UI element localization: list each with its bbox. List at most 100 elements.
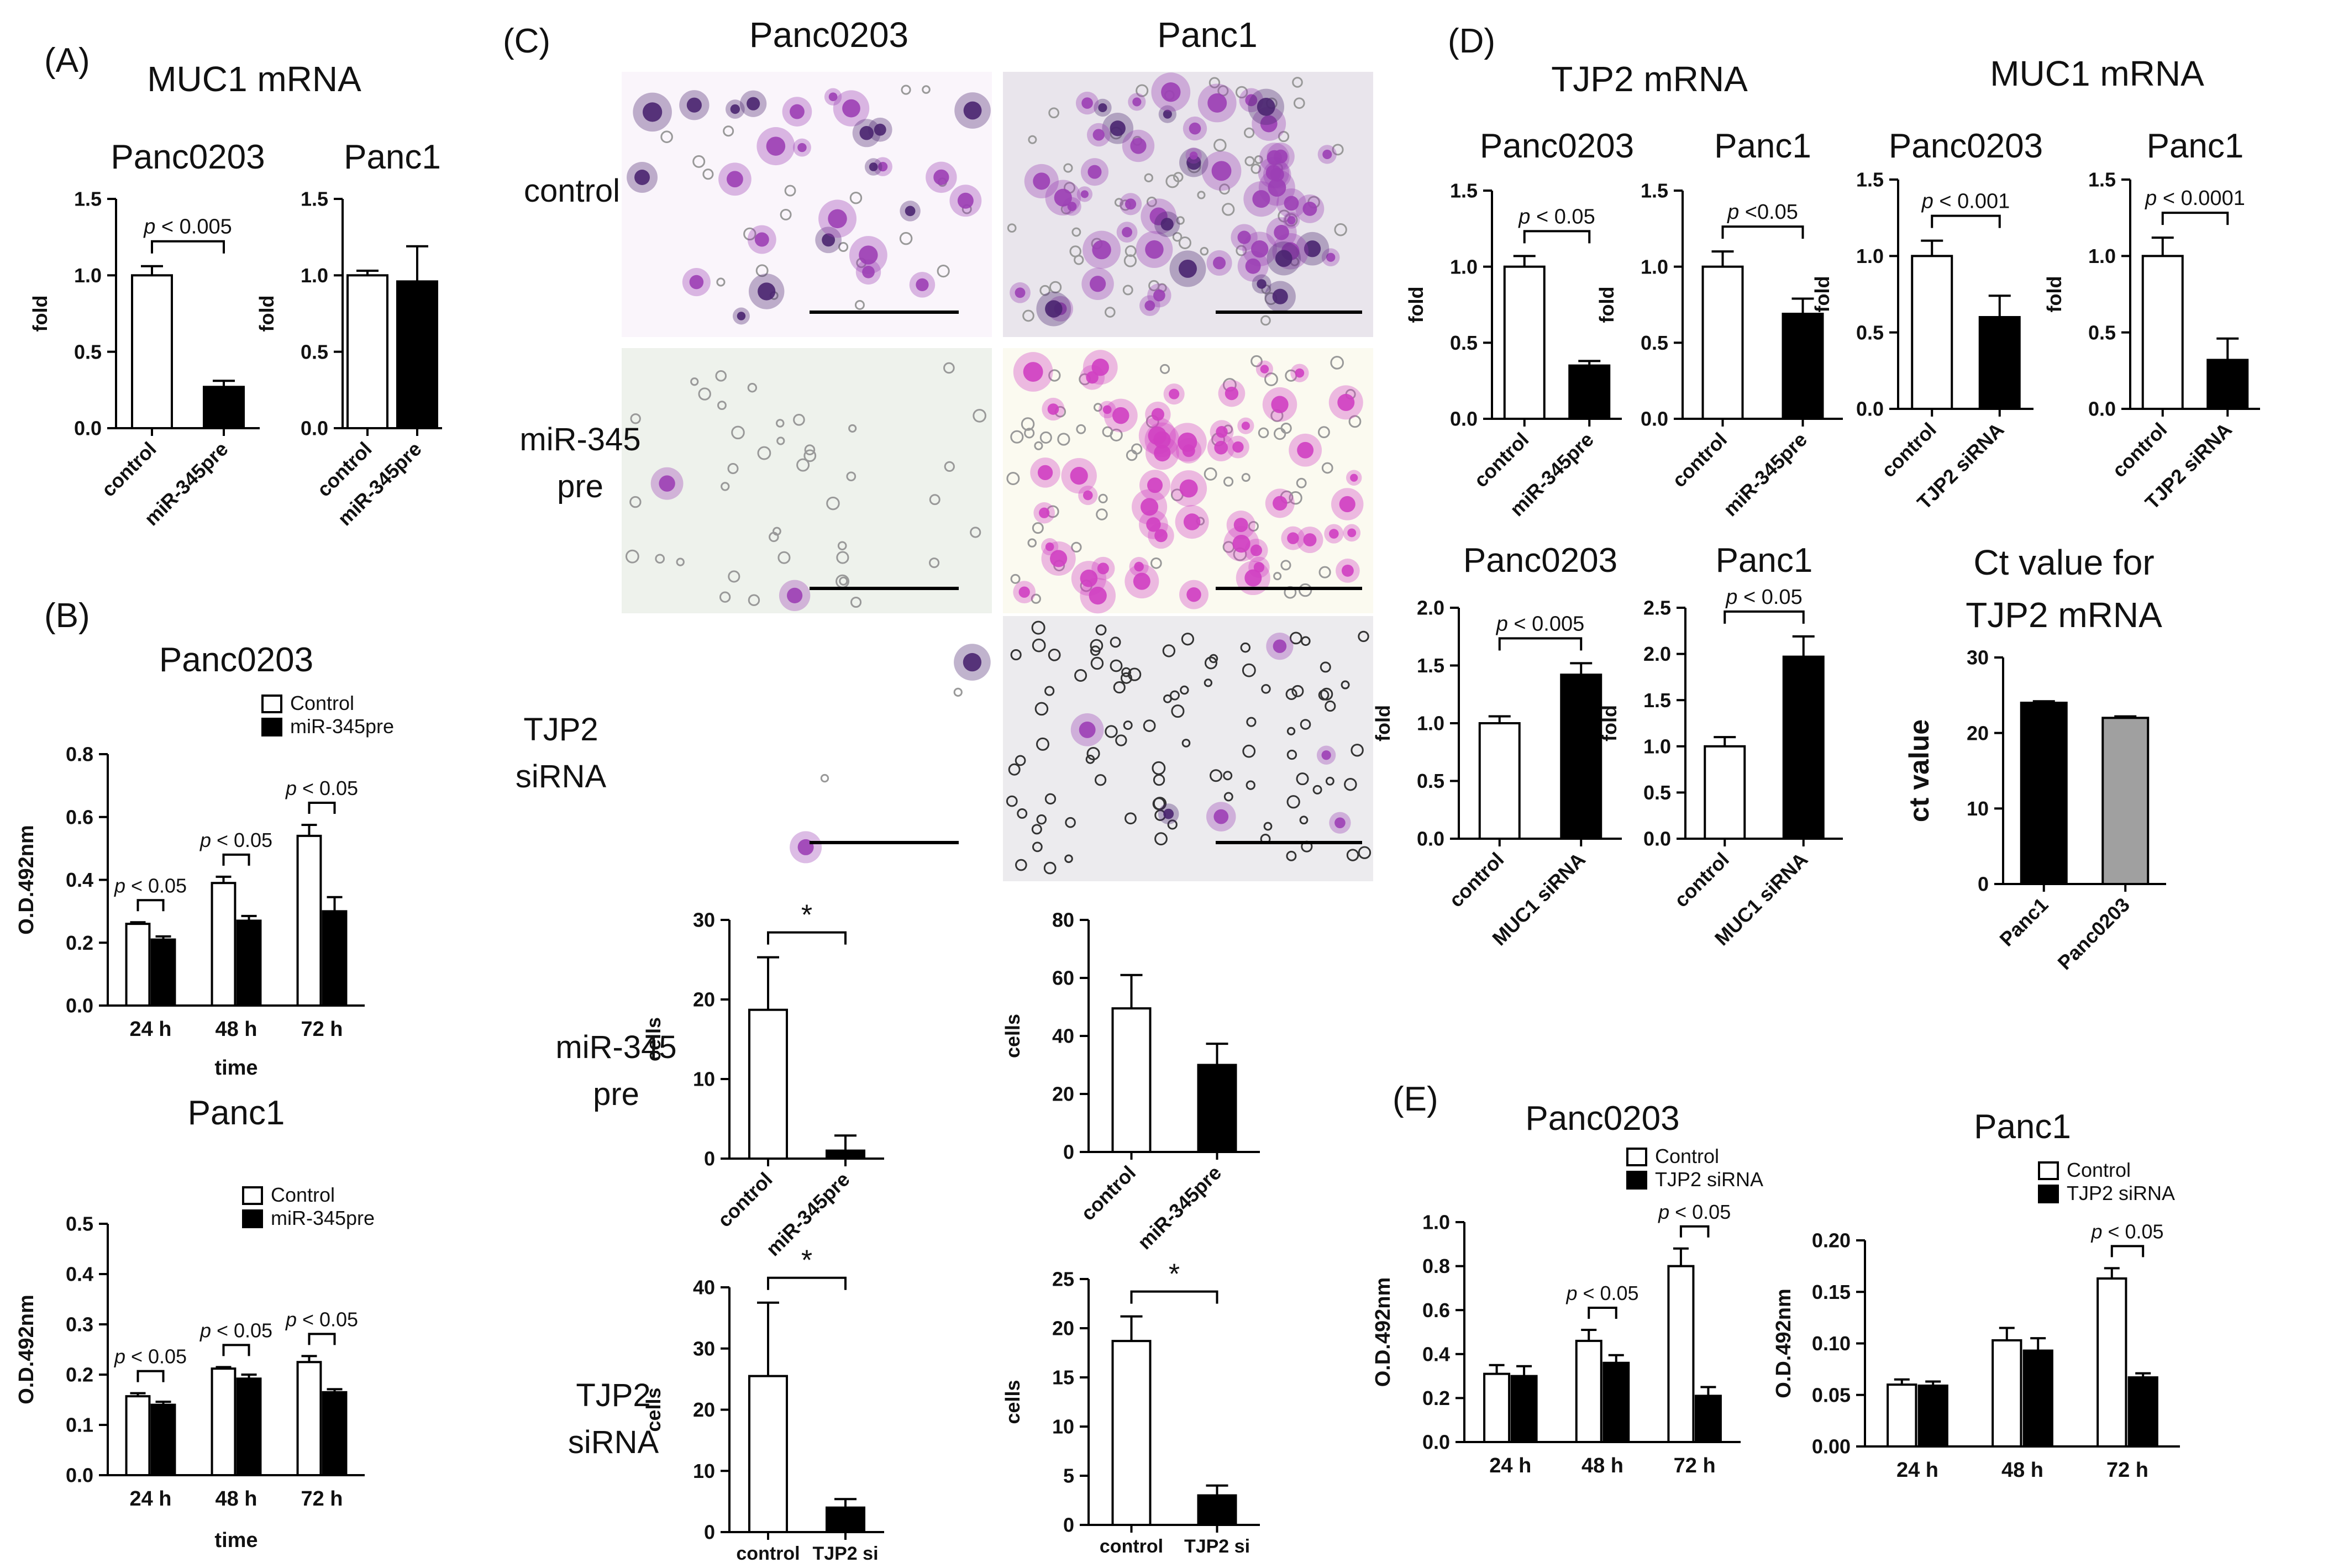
- cell-nucleus: [1350, 473, 1358, 482]
- cell-nucleus: [1257, 279, 1267, 289]
- cell-nucleus: [1232, 534, 1250, 553]
- membrane-pore: [1096, 508, 1108, 520]
- x-tick-label: 48 h: [1581, 1454, 1623, 1477]
- micrograph-image: [1003, 616, 1373, 881]
- membrane-pore: [715, 370, 727, 382]
- membrane-pore: [1144, 173, 1153, 183]
- cell-nucleus: [1067, 202, 1077, 212]
- cell-nucleus: [634, 170, 650, 185]
- cell-nucleus: [1339, 496, 1355, 513]
- sig-bracket: [1130, 1290, 1218, 1304]
- y-tick-label: 0.8: [66, 743, 93, 766]
- membrane-pore: [1235, 86, 1248, 99]
- membrane-pore: [1291, 685, 1304, 697]
- cell-nucleus: [1134, 561, 1144, 572]
- cell-nucleus: [1023, 362, 1043, 382]
- bar-mir-345pre: [322, 910, 348, 1007]
- x-tick-label: control: [1469, 428, 1533, 492]
- sig-p: p: [114, 1345, 125, 1368]
- membrane-pore: [820, 774, 829, 783]
- cell-nucleus: [1260, 365, 1269, 373]
- cell-nucleus: [842, 99, 860, 118]
- cell-nucleus: [869, 162, 878, 171]
- y-tick-label: 1.0: [1417, 712, 1444, 735]
- cell-nucleus: [1302, 201, 1317, 216]
- x-tick-label: control: [713, 1168, 776, 1232]
- membrane-pore: [1242, 663, 1256, 677]
- y-tick-label: 60: [1052, 967, 1074, 990]
- y-tick-label: 10: [1967, 797, 1989, 820]
- y-tick-label: 10: [693, 1460, 715, 1482]
- membrane-pore: [1260, 315, 1271, 326]
- membrane-pore: [1115, 734, 1127, 746]
- cell-nucleus: [874, 123, 886, 136]
- chart-title: Panc0203: [111, 138, 265, 176]
- cell-nucleus: [1070, 467, 1088, 485]
- invasion-row-label: siRNA: [568, 1424, 659, 1460]
- cell-nucleus: [828, 209, 847, 229]
- cell-nucleus: [1268, 178, 1286, 197]
- sig-rest: < 0.05: [297, 1308, 358, 1330]
- membrane-pore: [1332, 144, 1344, 156]
- y-tick-label: 20: [693, 988, 715, 1011]
- membrane-pore: [1110, 636, 1121, 648]
- y-tick-label: 25: [1052, 1268, 1074, 1291]
- bar-control: [125, 923, 151, 1007]
- bar-control: [1992, 1339, 2022, 1448]
- cell-nucleus: [957, 192, 974, 209]
- cell-nucleus: [862, 265, 875, 278]
- y-axis-label: ct value: [1904, 719, 1935, 822]
- membrane-pore: [719, 591, 731, 603]
- y-axis-label: fold: [1372, 705, 1394, 741]
- x-axis-label: time: [214, 1529, 258, 1552]
- cell-nucleus: [933, 169, 949, 185]
- membrane-pore: [1299, 815, 1309, 825]
- cell-nucleus: [1179, 479, 1198, 498]
- cell-nucleus: [1213, 809, 1229, 824]
- y-tick-label: 1.5: [1856, 169, 1884, 191]
- cell-nucleus: [1153, 289, 1165, 302]
- chart-title: Panc1: [188, 1094, 285, 1132]
- membrane-pore: [973, 409, 986, 423]
- y-tick-label: 0.4: [1422, 1343, 1450, 1365]
- micrograph-row-label: siRNA: [516, 759, 607, 794]
- sig-label: p < 0.05: [199, 829, 272, 851]
- y-axis-label: fold: [1811, 276, 1833, 313]
- bar-control: [1483, 1372, 1511, 1444]
- y-tick-label: 40: [1052, 1025, 1074, 1048]
- membrane-pore: [1293, 97, 1305, 109]
- legend-swatch: [242, 1186, 263, 1205]
- membrane-pore: [1280, 422, 1292, 434]
- x-tick-label: control: [1444, 848, 1508, 912]
- y-axis-label: O.D.492nm: [1772, 1288, 1795, 1398]
- sig-p: p: [285, 777, 297, 799]
- membrane-pore: [776, 436, 785, 445]
- membrane-pore: [731, 425, 745, 440]
- membrane-pore: [723, 125, 734, 137]
- cell-nucleus: [1213, 256, 1226, 270]
- sig-label: p < 0.0001: [2145, 187, 2245, 210]
- sig-rest: < 0.05: [211, 829, 272, 851]
- micrograph-row-label: TJP2: [523, 712, 598, 748]
- cell-nucleus: [1087, 165, 1102, 179]
- cell-nucleus: [1133, 572, 1150, 590]
- membrane-pore: [757, 446, 771, 460]
- y-tick-label: 0.5: [301, 340, 328, 363]
- y-tick-label: 30: [693, 1337, 715, 1360]
- cell-nucleus: [1054, 188, 1072, 207]
- membrane-pore: [1250, 355, 1263, 367]
- membrane-pore: [1181, 739, 1191, 748]
- cell-nucleus: [1160, 218, 1174, 231]
- cell-nucleus: [1232, 441, 1244, 453]
- membrane-pore: [1286, 727, 1296, 736]
- cell-nucleus: [790, 104, 805, 119]
- membrane-pore: [747, 383, 758, 393]
- sig-rest: <0.05: [1739, 201, 1798, 224]
- y-tick-label: 0.0: [1641, 408, 1668, 430]
- membrane-pore: [1008, 763, 1021, 776]
- sig-p: p: [1565, 1282, 1577, 1304]
- cell-nucleus: [1089, 586, 1107, 605]
- micrograph-image: [622, 616, 992, 881]
- y-axis-label: cells: [642, 1017, 665, 1061]
